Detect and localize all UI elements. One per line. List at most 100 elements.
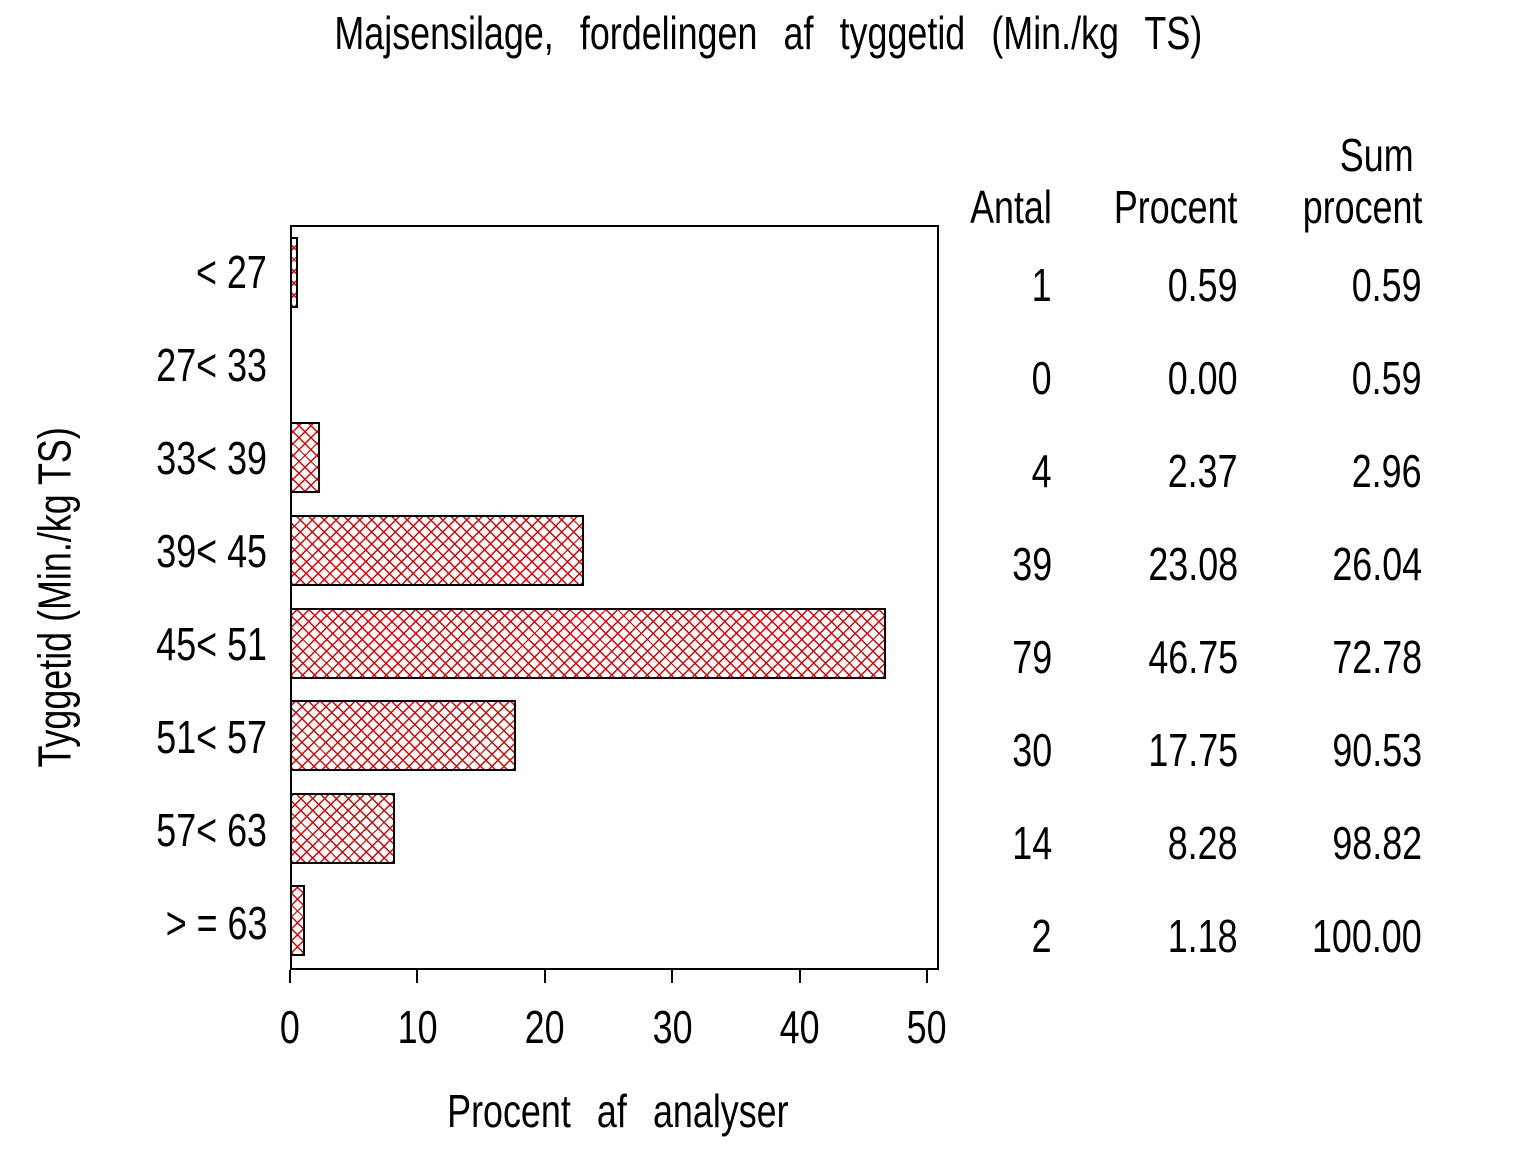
cell-sum-procent: 0.59 (1122, 353, 1422, 403)
cell-antal: 30 (832, 725, 1052, 775)
cell-procent: 0.59 (978, 260, 1238, 310)
x-tick-label: 50 (867, 1002, 987, 1052)
cell-procent: 46.75 (978, 632, 1238, 682)
cell-procent-text: 0.59 (1168, 258, 1238, 311)
cell-antal: 0 (832, 353, 1052, 403)
bar-51< 57 (290, 700, 517, 772)
cell-sum-procent: 100.00 (1122, 911, 1422, 961)
category-label-text: < 27 (196, 245, 267, 298)
category-label: 39< 45 (0, 526, 267, 576)
cell-procent-text: 8.28 (1168, 817, 1238, 870)
cell-procent-text: 1.18 (1168, 910, 1238, 963)
x-tick-label: 10 (357, 1002, 477, 1052)
category-label-text: 45< 51 (156, 618, 267, 671)
category-label-text: 51< 57 (156, 711, 267, 764)
cell-antal-text: 4 (1032, 444, 1052, 497)
bar-57< 63 (290, 792, 396, 864)
table-header-procent: Procent (1114, 181, 1238, 233)
cell-procent: 17.75 (978, 725, 1238, 775)
chart-title-text: Majsensilage, fordelingen af tyggetid (M… (334, 7, 1202, 59)
cell-procent: 2.37 (978, 446, 1238, 496)
category-label: 45< 51 (0, 619, 267, 669)
bar-< 27 (290, 237, 298, 308)
table-header-sum-line2: procent (1302, 181, 1422, 233)
category-label: 57< 63 (0, 805, 267, 855)
category-label-text: 27< 33 (156, 338, 267, 391)
table-header-sum-line1: Sum (1340, 129, 1414, 181)
x-tick-label-text: 30 (652, 1001, 693, 1053)
cell-antal-text: 0 (1032, 351, 1052, 404)
x-tick-label: 30 (612, 1002, 732, 1052)
category-label-text: 39< 45 (156, 524, 267, 577)
cell-antal-text: 14 (1012, 817, 1052, 870)
x-tick-mark (289, 970, 291, 983)
x-tick-mark (543, 970, 546, 983)
cell-antal-text: 79 (1012, 631, 1052, 684)
cell-antal: 39 (832, 539, 1052, 589)
x-tick-label-text: 50 (907, 1001, 947, 1053)
y-axis-title: Tyggetid (Min./kg TS) (29, 225, 81, 970)
category-label: 27< 33 (0, 340, 267, 390)
category-label-text: 57< 63 (156, 804, 267, 857)
cell-sum-procent-text: 2.96 (1352, 444, 1422, 497)
cell-procent: 23.08 (978, 539, 1238, 589)
x-tick-mark (671, 970, 674, 983)
x-tick-label: 40 (740, 1002, 860, 1052)
cell-procent: 0.00 (978, 353, 1238, 403)
bar-45< 51 (290, 607, 886, 679)
x-tick-label: 0 (230, 1002, 350, 1052)
chart-title: Majsensilage, fordelingen af tyggetid (M… (0, 8, 1536, 58)
category-label: < 27 (0, 247, 267, 297)
cell-sum-procent-text: 0.59 (1352, 351, 1422, 404)
cell-sum-procent: 26.04 (1122, 539, 1422, 589)
cell-sum-procent: 98.82 (1122, 818, 1422, 868)
cell-antal: 79 (832, 632, 1052, 682)
cell-sum-procent: 0.59 (1122, 260, 1422, 310)
x-axis-title: Procent af analyser (293, 1086, 942, 1136)
cell-procent-text: 17.75 (1148, 724, 1238, 777)
cell-procent-text: 23.08 (1148, 537, 1238, 590)
cell-sum-procent-text: 0.59 (1352, 258, 1422, 311)
cell-sum-procent-text: 72.78 (1332, 631, 1422, 684)
cell-sum-procent-text: 100.00 (1312, 910, 1422, 963)
x-tick-mark (416, 970, 419, 983)
cell-procent: 8.28 (978, 818, 1238, 868)
category-label-text: > = 63 (165, 897, 267, 950)
x-tick-label-text: 20 (524, 1001, 565, 1053)
cell-antal: 1 (832, 260, 1052, 310)
cell-procent-text: 46.75 (1148, 631, 1238, 684)
cell-sum-procent: 72.78 (1122, 632, 1422, 682)
cell-antal-text: 39 (1012, 537, 1052, 590)
category-label: 33< 39 (0, 433, 267, 483)
cell-antal-text: 2 (1032, 910, 1052, 963)
cell-antal: 4 (832, 446, 1052, 496)
cell-antal-text: 1 (1032, 258, 1052, 311)
x-tick-label-text: 40 (779, 1001, 820, 1053)
x-tick-label-text: 0 (280, 1001, 300, 1053)
category-label-text: 33< 39 (156, 431, 267, 484)
plot-area (290, 225, 939, 970)
x-tick-label-text: 10 (397, 1001, 438, 1053)
x-tick-mark (926, 970, 928, 983)
cell-procent-text: 2.37 (1168, 444, 1238, 497)
cell-sum-procent: 2.96 (1122, 446, 1422, 496)
cell-sum-procent-text: 90.53 (1332, 724, 1422, 777)
category-label: > = 63 (0, 898, 267, 948)
x-tick-mark (798, 970, 801, 983)
cell-antal: 2 (832, 911, 1052, 961)
cell-sum-procent-text: 26.04 (1332, 537, 1422, 590)
cell-sum-procent: 90.53 (1122, 725, 1422, 775)
x-axis-title-text: Procent af analyser (446, 1085, 789, 1137)
table-header-antal: Antal (970, 181, 1052, 233)
bar-> = 63 (290, 885, 306, 957)
category-label: 51< 57 (0, 712, 267, 762)
cell-procent: 1.18 (978, 911, 1238, 961)
bar-39< 45 (290, 514, 585, 586)
cell-antal: 14 (832, 818, 1052, 868)
cell-sum-procent-text: 98.82 (1332, 817, 1422, 870)
cell-antal-text: 30 (1012, 724, 1052, 777)
x-tick-label: 20 (485, 1002, 605, 1052)
bar-33< 39 (290, 422, 321, 494)
cell-procent-text: 0.00 (1168, 351, 1238, 404)
